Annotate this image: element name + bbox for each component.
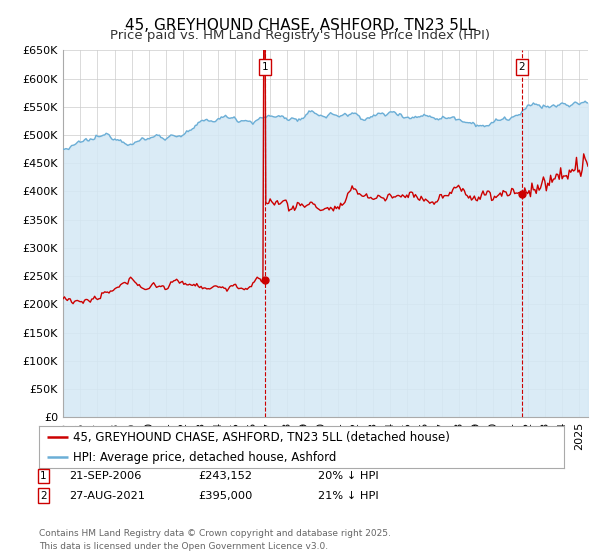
Text: HPI: Average price, detached house, Ashford: HPI: Average price, detached house, Ashf… — [73, 451, 337, 464]
Text: 1: 1 — [262, 62, 268, 72]
Text: 45, GREYHOUND CHASE, ASHFORD, TN23 5LL (detached house): 45, GREYHOUND CHASE, ASHFORD, TN23 5LL (… — [73, 431, 450, 444]
Text: 45, GREYHOUND CHASE, ASHFORD, TN23 5LL: 45, GREYHOUND CHASE, ASHFORD, TN23 5LL — [125, 18, 475, 33]
Text: £395,000: £395,000 — [198, 491, 253, 501]
Text: 21% ↓ HPI: 21% ↓ HPI — [318, 491, 379, 501]
Text: Price paid vs. HM Land Registry's House Price Index (HPI): Price paid vs. HM Land Registry's House … — [110, 29, 490, 42]
Text: 2: 2 — [518, 62, 525, 72]
Text: Contains HM Land Registry data © Crown copyright and database right 2025.
This d: Contains HM Land Registry data © Crown c… — [39, 529, 391, 550]
Text: 1: 1 — [40, 471, 47, 481]
Text: 20% ↓ HPI: 20% ↓ HPI — [318, 471, 379, 481]
Text: 21-SEP-2006: 21-SEP-2006 — [69, 471, 142, 481]
Text: 2: 2 — [40, 491, 47, 501]
Text: 27-AUG-2021: 27-AUG-2021 — [69, 491, 145, 501]
Text: £243,152: £243,152 — [198, 471, 252, 481]
